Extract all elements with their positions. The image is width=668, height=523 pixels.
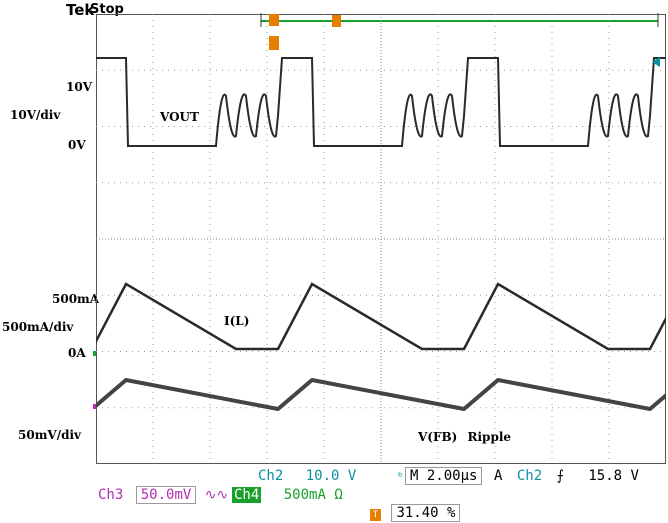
ch2-readout[interactable]: Ch2 10.0 V (258, 468, 398, 484)
record-window-indicator (260, 13, 659, 27)
ch2-scale: 10.0 V (305, 468, 357, 484)
vfb-suffix: Ripple (467, 430, 512, 444)
il-scale-label: 500mA/div (2, 320, 74, 334)
ch3-name: Ch3 (98, 487, 124, 503)
ch4-ground-marker (93, 351, 97, 356)
timebase-readout[interactable]: M 2.00µs (405, 467, 483, 485)
ch2-trigger-level-arrow (652, 57, 660, 67)
brand-label: Tek (66, 1, 95, 19)
acquisition-status: Stop (90, 2, 124, 17)
ch3-ground-marker (93, 404, 97, 409)
vfb-name: V(FB) (418, 430, 458, 444)
timebase-value: M 2.00µs (405, 467, 483, 485)
trigger-marker-icon (269, 14, 279, 26)
trigger-channel: Ch2 (516, 468, 543, 484)
trigger-position-value: 31.40 % (391, 504, 461, 522)
vfb-scale-label: 50mV/div (18, 428, 82, 442)
vout-trace (96, 57, 666, 147)
ch3-readout[interactable]: Ch3 50.0mV ∿∿ (98, 486, 229, 504)
bandwidth-limit-icon: ᵇ (398, 470, 403, 483)
vfb-trace-label: V(FB) Ripple (418, 430, 511, 444)
vout-zero-label: 0V (68, 138, 86, 152)
vout-high-label: 10V (66, 80, 93, 94)
trigger-readout[interactable]: A Ch2 ⨍ 15.8 V (494, 468, 639, 484)
il-zero-label: 0A (68, 346, 86, 360)
trigger-position-icon: T (370, 509, 381, 521)
ch3-scale: 50.0mV (135, 486, 197, 504)
ch4-scale: 500mA (283, 487, 326, 503)
oscilloscope-graticule (96, 14, 666, 464)
inductor-current-trace (96, 282, 666, 351)
ch4-unit: Ω (334, 487, 343, 503)
rising-edge-icon: ⨍ (556, 468, 564, 484)
trigger-level-marker (269, 36, 279, 50)
il-high-label: 500mA (52, 292, 100, 306)
trigger-position-readout[interactable]: T 31.40 % (370, 504, 461, 522)
ch4-readout[interactable]: Ch4 500mA Ω (232, 487, 343, 503)
ch4-name: Ch4 (232, 487, 262, 503)
trigger-mode: A (494, 468, 503, 484)
vout-trace-label: VOUT (160, 110, 199, 124)
trigger-level: 15.8 V (588, 468, 639, 484)
ch3-coupling-icon: ∿∿ (204, 487, 229, 503)
il-trace-label: I(L) (224, 314, 250, 328)
feedback-ripple-trace (96, 378, 666, 411)
vout-scale-label: 10V/div (10, 108, 61, 122)
ch2-name: Ch2 (258, 468, 284, 484)
